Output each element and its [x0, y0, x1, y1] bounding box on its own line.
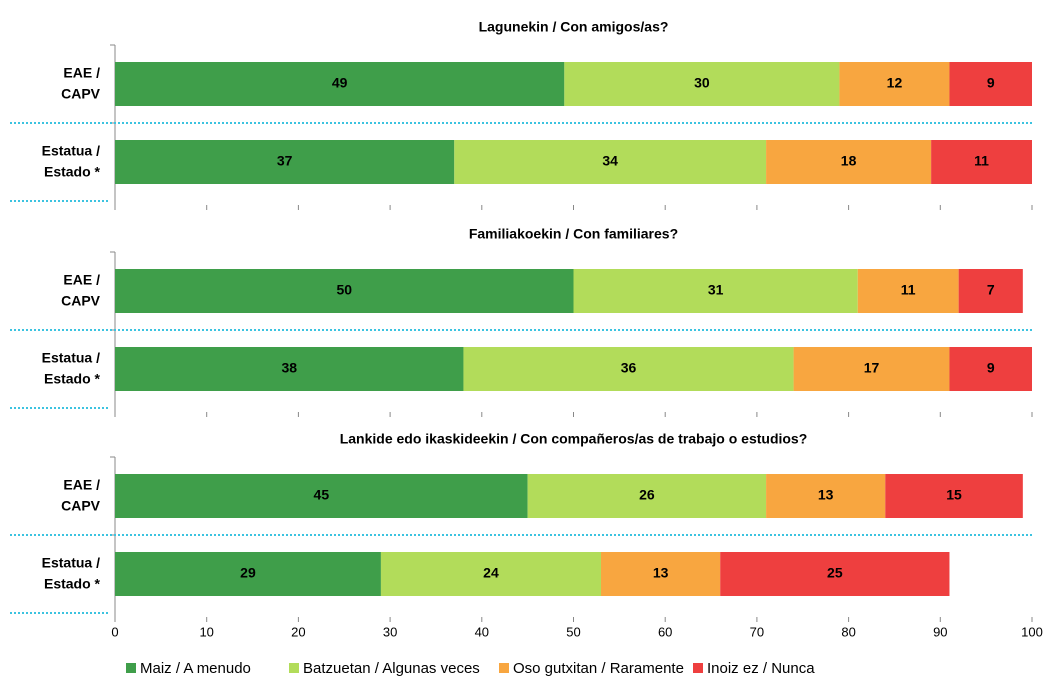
- category-label: Estatua /: [42, 555, 100, 571]
- bar-segment: [115, 347, 464, 391]
- value-label: 45: [314, 487, 330, 503]
- bar-segment: [766, 140, 932, 184]
- value-label: 15: [946, 487, 962, 503]
- bar-segment: [958, 269, 1023, 313]
- value-label: 30: [694, 75, 710, 91]
- bar-segment: [463, 347, 794, 391]
- value-label: 18: [841, 153, 857, 169]
- bar-segment: [931, 140, 1032, 184]
- bar-segment: [115, 552, 381, 596]
- x-tick-label: 20: [291, 624, 305, 639]
- x-tick-label: 10: [199, 624, 213, 639]
- value-label: 29: [240, 565, 256, 581]
- category-label: Estado *: [44, 576, 101, 592]
- legend-label: Batzuetan / Algunas veces: [303, 660, 480, 677]
- value-label: 12: [887, 75, 903, 91]
- value-label: 11: [974, 153, 989, 169]
- bar-segment: [766, 474, 886, 518]
- bar-segment: [949, 62, 1032, 106]
- panel-title: Familiakoekin / Con familiares?: [469, 226, 678, 242]
- value-label: 13: [818, 487, 834, 503]
- category-label: Estado *: [44, 371, 101, 387]
- value-label: 34: [602, 153, 618, 169]
- bar-segment: [115, 140, 455, 184]
- value-label: 7: [987, 282, 995, 298]
- bar-segment: [115, 62, 565, 106]
- bar-segment: [720, 552, 950, 596]
- legend-label: Maiz / A menudo: [140, 660, 251, 677]
- bar-segment: [949, 347, 1032, 391]
- legend-swatch: [499, 663, 509, 673]
- x-tick-label: 100: [1021, 624, 1043, 639]
- category-label: Estatua /: [42, 350, 100, 366]
- category-label: Estado *: [44, 164, 101, 180]
- legend-swatch: [693, 663, 703, 673]
- value-label: 25: [827, 565, 843, 581]
- category-label: Estatua /: [42, 143, 100, 159]
- value-label: 13: [653, 565, 669, 581]
- legend-label: Oso gutxitan / Raramente: [513, 660, 684, 677]
- category-label: EAE /: [63, 477, 100, 493]
- value-label: 24: [483, 565, 499, 581]
- value-label: 31: [708, 282, 724, 298]
- x-tick-label: 0: [111, 624, 118, 639]
- bar-segment: [573, 269, 858, 313]
- bar-segment: [115, 474, 528, 518]
- value-label: 38: [281, 360, 297, 376]
- bar-segment: [793, 347, 950, 391]
- panel-title: Lagunekin / Con amigos/as?: [479, 19, 669, 35]
- value-label: 9: [987, 360, 995, 376]
- bar-segment: [857, 269, 959, 313]
- category-label: CAPV: [61, 293, 101, 309]
- legend-swatch: [289, 663, 299, 673]
- category-label: EAE /: [63, 272, 100, 288]
- bar-segment: [564, 62, 840, 106]
- value-label: 17: [864, 360, 880, 376]
- x-tick-label: 30: [383, 624, 397, 639]
- bar-segment: [115, 269, 574, 313]
- panel-title: Lankide edo ikaskideekin / Con compañero…: [340, 431, 808, 447]
- value-label: 36: [621, 360, 637, 376]
- value-label: 26: [639, 487, 655, 503]
- value-label: 50: [336, 282, 352, 298]
- x-tick-label: 60: [658, 624, 672, 639]
- bar-segment: [454, 140, 767, 184]
- legend-label: Inoiz ez / Nunca: [707, 660, 815, 677]
- bar-segment: [839, 62, 950, 106]
- value-label: 9: [987, 75, 995, 91]
- x-tick-label: 80: [841, 624, 855, 639]
- value-label: 49: [332, 75, 348, 91]
- bar-segment: [527, 474, 767, 518]
- x-tick-label: 70: [750, 624, 764, 639]
- category-label: CAPV: [61, 498, 101, 514]
- category-label: EAE /: [63, 65, 100, 81]
- x-tick-label: 90: [933, 624, 947, 639]
- value-label: 11: [901, 282, 916, 298]
- category-label: CAPV: [61, 86, 101, 102]
- value-label: 37: [277, 153, 293, 169]
- x-tick-label: 40: [475, 624, 489, 639]
- bar-segment: [601, 552, 721, 596]
- bar-segment: [380, 552, 602, 596]
- x-tick-label: 50: [566, 624, 580, 639]
- legend-swatch: [126, 663, 136, 673]
- bar-segment: [885, 474, 1023, 518]
